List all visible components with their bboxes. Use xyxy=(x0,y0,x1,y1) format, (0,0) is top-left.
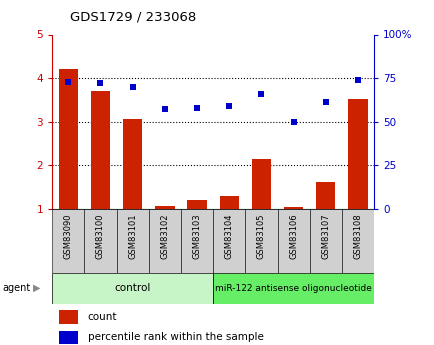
Bar xyxy=(181,209,213,273)
Bar xyxy=(348,99,367,209)
Bar xyxy=(59,69,78,209)
Text: GSM83107: GSM83107 xyxy=(321,214,329,259)
Bar xyxy=(251,159,270,209)
Text: agent: agent xyxy=(2,283,30,293)
Text: ▶: ▶ xyxy=(33,283,40,293)
Text: percentile rank within the sample: percentile rank within the sample xyxy=(87,332,263,342)
Text: GSM83104: GSM83104 xyxy=(224,214,233,259)
Bar xyxy=(245,209,277,273)
Point xyxy=(322,100,329,105)
Text: GSM83101: GSM83101 xyxy=(128,214,137,259)
Text: GDS1729 / 233068: GDS1729 / 233068 xyxy=(69,10,195,23)
Bar xyxy=(341,209,373,273)
Point xyxy=(354,77,361,82)
Bar xyxy=(91,91,110,209)
Bar xyxy=(316,182,335,209)
Point xyxy=(289,119,296,125)
Text: GSM83102: GSM83102 xyxy=(160,214,169,259)
Point xyxy=(129,84,136,90)
Text: GSM83090: GSM83090 xyxy=(64,214,72,259)
Point xyxy=(193,105,200,110)
Bar xyxy=(309,209,341,273)
Text: GSM83106: GSM83106 xyxy=(289,214,297,259)
Point xyxy=(257,91,264,97)
Text: GSM83100: GSM83100 xyxy=(96,214,105,259)
Text: count: count xyxy=(87,312,117,322)
Bar xyxy=(155,206,174,209)
Bar xyxy=(52,273,213,304)
Text: control: control xyxy=(114,283,151,293)
Bar xyxy=(123,119,142,209)
Bar xyxy=(213,273,373,304)
Point xyxy=(225,103,232,109)
Text: GSM83108: GSM83108 xyxy=(353,214,362,259)
Bar xyxy=(283,207,302,209)
Point xyxy=(161,107,168,112)
Bar xyxy=(52,209,84,273)
Bar xyxy=(59,331,78,344)
Point xyxy=(97,80,104,86)
Bar xyxy=(148,209,181,273)
Text: GSM83105: GSM83105 xyxy=(256,214,265,259)
Bar xyxy=(116,209,148,273)
Text: miR-122 antisense oligonucleotide: miR-122 antisense oligonucleotide xyxy=(215,284,371,293)
Bar xyxy=(213,209,245,273)
Point xyxy=(65,79,72,84)
Bar xyxy=(59,310,78,324)
Bar xyxy=(277,209,309,273)
Bar xyxy=(84,209,116,273)
Text: GSM83103: GSM83103 xyxy=(192,214,201,259)
Bar xyxy=(219,196,238,209)
Bar xyxy=(187,200,206,209)
